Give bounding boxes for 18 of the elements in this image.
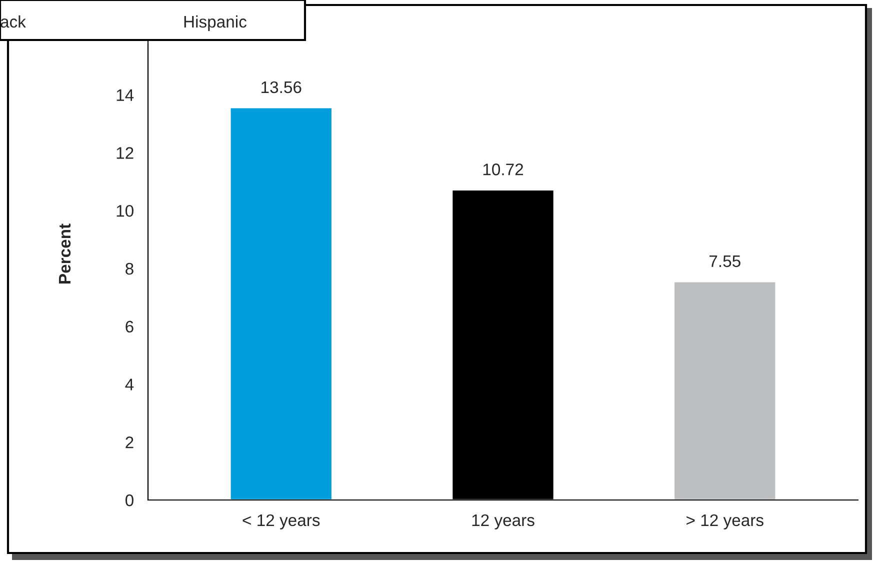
y-tick-label: 14 [116,89,134,101]
bar [229,106,333,500]
y-tick-label: 8 [126,262,134,275]
data-label: 7.55 [710,255,740,268]
y-tick-label: 2 [126,436,134,448]
x-tick-label: 12 years [472,514,534,530]
annotation: Hispanic [184,15,246,31]
y-tick-label: 4 [125,378,134,390]
y-tick-label: 6 [126,320,134,333]
y-tick-label: 0 [125,494,134,506]
y-tick-label: 10 [116,204,134,217]
y-tick-label: 12 [116,147,134,159]
y-axis-title: Percent [58,224,71,284]
data-label: 10.72 [483,164,524,176]
x-tick-label: < 12 years [242,514,320,530]
bar [673,280,777,500]
data-label: 13.56 [262,81,302,94]
x-tick-label: > 12 years [686,514,764,530]
